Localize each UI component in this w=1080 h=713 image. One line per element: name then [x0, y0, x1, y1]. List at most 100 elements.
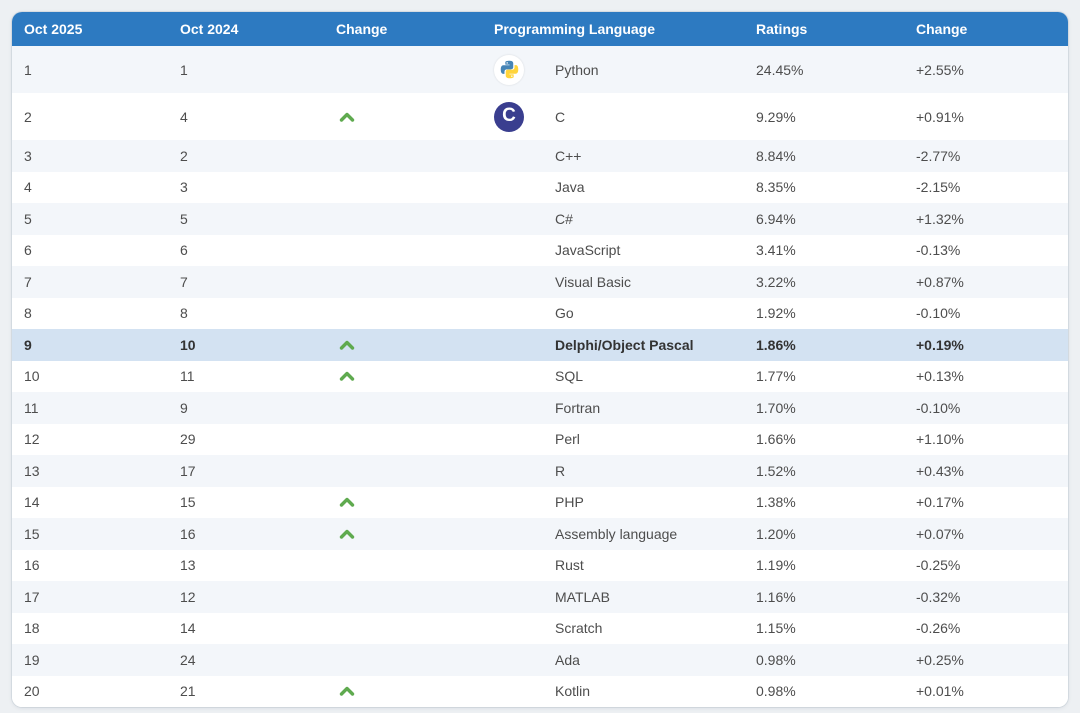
rank-2025-cell: 5	[24, 210, 32, 227]
table-row: 12 29 Perl 1.66% +1.10%	[12, 423, 1068, 455]
ratings-cell: 6.94%	[756, 210, 796, 227]
ratings-cell: 1.38%	[756, 494, 796, 511]
table-row: 4 3 Java 8.35% -2.15%	[12, 171, 1068, 203]
change-value-cell: +0.87%	[916, 273, 964, 290]
up-arrow-icon	[339, 340, 355, 350]
language-label: Perl	[555, 431, 580, 448]
rank-2025-cell: 14	[24, 494, 40, 511]
rank-2024-cell: 17	[180, 462, 196, 479]
table-row: 14 15 PHP 1.38% +0.17%	[12, 486, 1068, 518]
language-label: C	[555, 108, 566, 125]
language-cell: Assembly language	[482, 526, 744, 542]
language-cell: Visual Basic	[482, 274, 744, 290]
language-cell: PHP	[482, 494, 744, 510]
rank-2025-cell: 13	[24, 462, 40, 479]
language-cell: Ada	[482, 652, 744, 668]
change-arrow-cell	[324, 340, 482, 350]
change-value-cell: -2.77%	[916, 147, 961, 164]
ratings-cell: 1.16%	[756, 588, 796, 605]
rank-2025-cell: 17	[24, 588, 40, 605]
table-row: 18 14 Scratch 1.15% -0.26%	[12, 612, 1068, 644]
language-label: R	[555, 462, 566, 479]
change-value-cell: +0.13%	[916, 368, 964, 385]
table-row: 5 5 C# 6.94% +1.32%	[12, 203, 1068, 235]
header-change-position: Change	[336, 21, 388, 37]
change-value-cell: -2.15%	[916, 179, 961, 196]
language-cell: Java	[482, 179, 744, 195]
language-cell: Perl	[482, 431, 744, 447]
rank-2024-cell: 13	[180, 557, 196, 574]
c-icon: C	[494, 101, 555, 132]
change-value-cell: -0.25%	[916, 557, 961, 574]
change-arrow-cell	[324, 497, 482, 507]
table-row: 2 4 C C 9.29% +0.91%	[12, 93, 1068, 140]
change-value-cell: -0.32%	[916, 588, 961, 605]
rank-2025-cell: 9	[24, 336, 32, 353]
language-cell: Rust	[482, 557, 744, 573]
rank-2025-cell: 6	[24, 242, 32, 259]
header-ratings: Ratings	[756, 21, 808, 37]
table-row: 6 6 JavaScript 3.41% -0.13%	[12, 234, 1068, 266]
change-value-cell: +0.43%	[916, 462, 964, 479]
change-value-cell: +0.17%	[916, 494, 964, 511]
ratings-cell: 9.29%	[756, 108, 796, 125]
change-value-cell: -0.26%	[916, 620, 961, 637]
language-cell: Fortran	[482, 400, 744, 416]
rank-2025-cell: 19	[24, 651, 40, 668]
rank-2024-cell: 14	[180, 620, 196, 637]
language-label: PHP	[555, 494, 584, 511]
rank-2025-cell: 2	[24, 108, 32, 125]
change-value-cell: +0.25%	[916, 651, 964, 668]
table-row: 8 8 Go 1.92% -0.10%	[12, 297, 1068, 329]
ratings-cell: 8.35%	[756, 179, 796, 196]
language-label: JavaScript	[555, 242, 621, 259]
header-oct-2025: Oct 2025	[24, 21, 83, 37]
language-label: Delphi/Object Pascal	[555, 336, 694, 353]
rank-2025-cell: 11	[24, 399, 39, 416]
rank-2024-cell: 12	[180, 588, 196, 605]
ratings-cell: 3.41%	[756, 242, 796, 259]
ratings-cell: 3.22%	[756, 273, 796, 290]
rank-2025-cell: 20	[24, 683, 40, 700]
table-row: 9 10 Delphi/Object Pascal 1.86% +0.19%	[12, 329, 1068, 361]
rank-2024-cell: 4	[180, 108, 188, 125]
ratings-cell: 1.15%	[756, 620, 796, 637]
change-value-cell: +0.01%	[916, 683, 964, 700]
language-label: Ada	[555, 651, 580, 668]
rank-2025-cell: 15	[24, 525, 40, 542]
up-arrow-icon	[339, 372, 355, 381]
change-value-cell: -0.10%	[916, 399, 961, 416]
table-row: 20 21 Kotlin 0.98% +0.01%	[12, 675, 1068, 707]
ratings-cell: 1.20%	[756, 525, 796, 542]
rank-2024-cell: 9	[180, 399, 188, 416]
up-arrow-icon	[339, 529, 355, 539]
language-label: Python	[555, 61, 599, 78]
language-label: Fortran	[555, 399, 601, 416]
rank-2024-cell: 29	[180, 431, 196, 448]
header-oct-2024: Oct 2024	[180, 21, 239, 37]
change-value-cell: -0.10%	[916, 305, 961, 322]
rank-2024-cell: 16	[180, 525, 196, 542]
table-row: 3 2 C++ 8.84% -2.77%	[12, 140, 1068, 172]
table-row: 17 12 MATLAB 1.16% -0.32%	[12, 581, 1068, 613]
rank-2024-cell: 3	[180, 179, 188, 196]
language-cell: SQL	[482, 368, 744, 384]
rank-2024-cell: 5	[180, 210, 188, 227]
language-cell: Scratch	[482, 620, 744, 636]
rank-2024-cell: 1	[180, 61, 188, 78]
ratings-cell: 1.92%	[756, 305, 796, 322]
table-row: 11 9 Fortran 1.70% -0.10%	[12, 392, 1068, 424]
ratings-cell: 24.45%	[756, 61, 804, 78]
language-label: SQL	[555, 368, 584, 385]
table-row: 16 13 Rust 1.19% -0.25%	[12, 549, 1068, 581]
language-cell: Python	[482, 54, 744, 85]
language-cell: C#	[482, 211, 744, 227]
ratings-cell: 1.52%	[756, 462, 796, 479]
ratings-cell: 1.86%	[756, 336, 796, 353]
change-value-cell: +0.07%	[916, 525, 964, 542]
change-value-cell: +0.91%	[916, 108, 964, 125]
table-row: 19 24 Ada 0.98% +0.25%	[12, 644, 1068, 676]
language-label: Visual Basic	[555, 273, 632, 290]
rank-2024-cell: 2	[180, 147, 188, 164]
ratings-cell: 1.19%	[756, 557, 796, 574]
